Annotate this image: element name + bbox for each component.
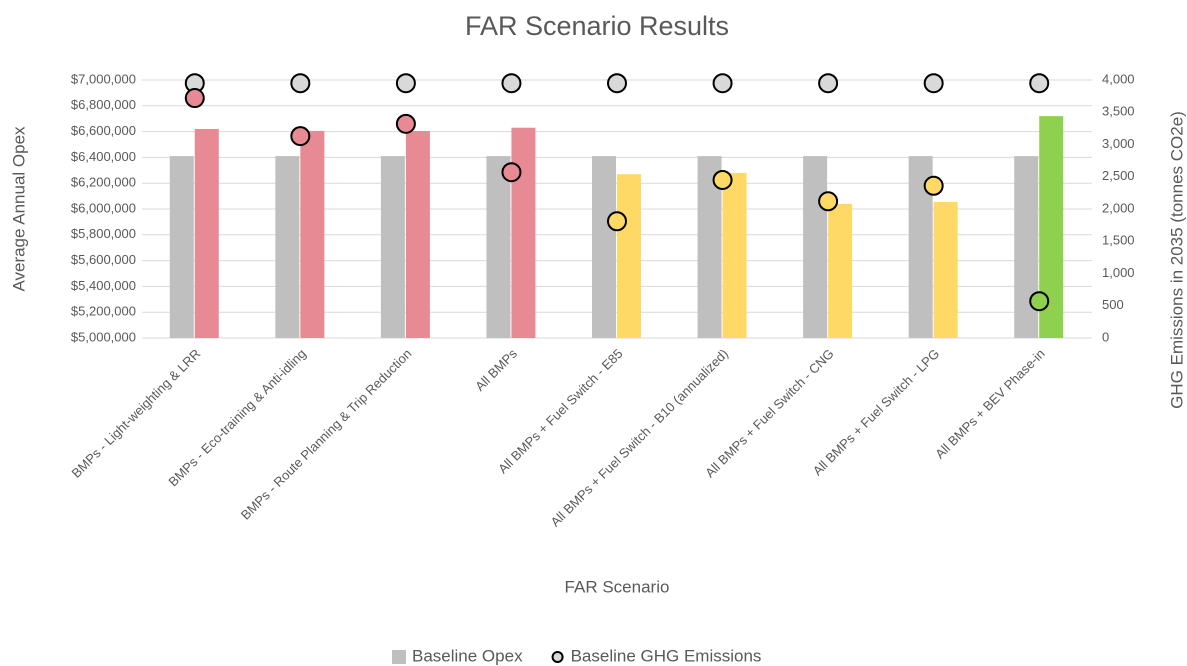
y-tick-label: $6,600,000 [71,123,136,138]
bar [828,203,853,338]
bar [486,156,511,338]
x-tick-label: BMPs - Route Planning & Trip Reduction [238,346,415,523]
scatter-point [607,211,627,232]
y2-tick-label: 1,000 [1102,265,1135,280]
y2-axis-title: GHG Emissions in 2035 (tonnes CO2e) [1167,111,1186,409]
scatter-point [1029,73,1050,94]
x-tick-label: All BMPs + Fuel Switch - LPG [810,346,942,478]
y-tick-label: $5,600,000 [71,252,136,267]
y2-tick-label: 3,000 [1102,136,1135,151]
bar [194,129,219,338]
scatter-point [923,73,944,94]
bar [405,130,430,338]
y-tick-label: $6,000,000 [71,200,136,215]
x-tick-label: All BMPs + Fuel Switch - B10 (annualized… [548,346,732,530]
x-tick-label: All BMPs [472,346,520,394]
legend-swatch [392,650,406,664]
y-tick-label: $6,400,000 [71,149,136,164]
bar [380,156,405,338]
scatter-point [184,88,205,109]
chart-title: FAR Scenario Results [465,11,729,41]
bar [169,156,194,338]
scatter-point [818,73,839,94]
y2-tick-label: 3,500 [1102,104,1135,119]
x-axis-title: FAR Scenario [565,577,670,596]
legend-swatch [551,651,564,663]
scatter-point [501,162,522,183]
bar [803,156,828,338]
bar [617,174,641,338]
y2-tick-label: 0 [1102,329,1109,344]
bar [275,156,300,338]
scatter-point [818,191,839,212]
scatter-point [290,73,311,94]
scatter-point [923,175,944,196]
x-tick-label: All BMPs + Fuel Switch - E85 [495,346,625,476]
scatter-point [712,169,733,190]
y2-tick-label: 2,500 [1102,168,1135,183]
bar [511,127,536,338]
legend-label: Baseline GHG Emissions [571,646,762,665]
bar [722,172,747,338]
y2-tick-label: 1,500 [1102,233,1135,248]
bar [1014,156,1039,338]
bar [933,201,958,338]
scatter-point [1029,291,1050,312]
y-tick-label: $5,200,000 [71,304,136,319]
y2-tick-label: 2,000 [1102,200,1135,215]
y2-tick-label: 4,000 [1102,71,1135,86]
scatter-point [290,126,311,147]
scatter-point [395,73,416,94]
y-tick-label: $5,000,000 [71,329,136,344]
x-tick-label: All BMPs + BEV Phase-in [932,346,1048,462]
bar [592,156,616,338]
legend-label: Baseline Opex [412,646,523,665]
bar [300,130,325,338]
y-tick-label: $5,800,000 [71,226,136,241]
scatter-point [712,73,733,94]
y-axis-title: Average Annual Opex [9,126,28,292]
y-tick-label: $6,800,000 [71,97,136,112]
scatter-point [607,73,627,94]
y-tick-label: $6,200,000 [71,175,136,190]
y-tick-label: $5,400,000 [71,278,136,293]
y2-tick-label: 500 [1102,297,1124,312]
scatter-point [501,73,522,94]
scatter-point [395,113,416,134]
y-tick-label: $7,000,000 [71,71,136,86]
